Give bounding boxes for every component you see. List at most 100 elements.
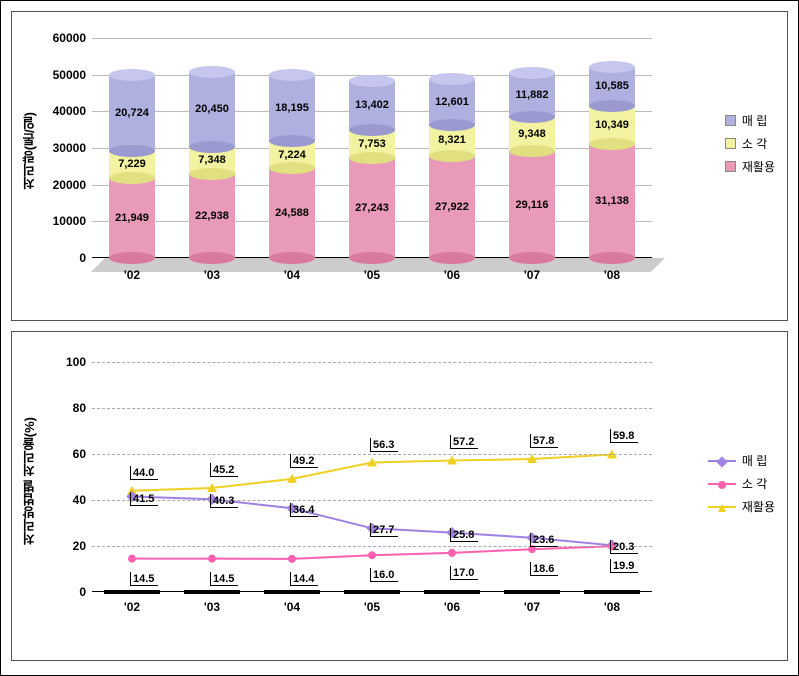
bar-value-label: 20,724 bbox=[104, 107, 160, 119]
line-x-category: '05 bbox=[352, 600, 392, 614]
bar-y-tick: 30000 bbox=[36, 141, 86, 155]
bar-x-category: '03 bbox=[192, 268, 232, 282]
line-legend-item-recycle: 재활용 bbox=[708, 498, 775, 515]
line-x-tickbar bbox=[504, 590, 560, 594]
bar-value-label: 11,882 bbox=[504, 89, 560, 101]
line-y-tick: 100 bbox=[46, 355, 86, 369]
bar-value-label: 10,349 bbox=[584, 119, 640, 131]
line-gridline bbox=[92, 500, 652, 501]
bar-value-label: 13,402 bbox=[344, 99, 400, 111]
bar-segment-bottom bbox=[589, 100, 635, 112]
line-marker-incin bbox=[368, 551, 376, 559]
line-x-tickbar bbox=[264, 590, 320, 594]
bar-segment-bottom bbox=[109, 145, 155, 157]
bar-segment-bottom bbox=[589, 138, 635, 150]
line-value-label: 41.5 bbox=[130, 493, 158, 505]
bar-top-cap bbox=[589, 61, 635, 73]
legend-label: 재활용 bbox=[742, 158, 775, 175]
bar-value-label: 7,229 bbox=[104, 158, 160, 170]
bar-value-label: 7,224 bbox=[264, 149, 320, 161]
bar-x-category: '08 bbox=[592, 268, 632, 282]
line-gridline bbox=[92, 546, 652, 547]
bar-x-category: '07 bbox=[512, 268, 552, 282]
bar-chart-panel: 처리량(톤/일) 0100002000030000400005000060000… bbox=[11, 11, 788, 321]
bar-segment-bottom bbox=[109, 252, 155, 264]
bar-segment-bottom bbox=[429, 150, 475, 162]
line-value-label: 57.8 bbox=[530, 435, 558, 447]
bar-x-category: '05 bbox=[352, 268, 392, 282]
bar-value-label: 31,138 bbox=[584, 195, 640, 207]
legend-line-swatch bbox=[708, 483, 736, 485]
bar-y-tick: 0 bbox=[36, 251, 86, 265]
line-value-label: 45.2 bbox=[210, 464, 238, 476]
line-legend-item-incin: 소 각 bbox=[708, 475, 775, 492]
line-y-tick: 0 bbox=[46, 585, 86, 599]
legend-line-swatch bbox=[708, 460, 736, 462]
legend-swatch bbox=[725, 138, 736, 149]
line-value-label: 17.0 bbox=[450, 567, 478, 579]
line-legend-item-landfill: 매 립 bbox=[708, 452, 775, 469]
bar-y-tick: 40000 bbox=[36, 104, 86, 118]
line-legend: 매 립소 각재활용 bbox=[708, 452, 775, 521]
bar-segment-bottom bbox=[269, 252, 315, 264]
line-marker-incin bbox=[288, 555, 296, 563]
legend-swatch bbox=[725, 115, 736, 126]
bar-top-cap bbox=[269, 69, 315, 81]
line-gridline bbox=[92, 454, 652, 455]
bar-top-cap bbox=[429, 73, 475, 85]
line-value-label: 36.4 bbox=[290, 504, 318, 516]
legend-label: 재활용 bbox=[742, 498, 775, 515]
bar-value-label: 12,601 bbox=[424, 96, 480, 108]
line-value-label: 25.8 bbox=[450, 529, 478, 541]
line-plot-area: 020406080100'02'03'04'05'06'07'0844.045.… bbox=[92, 352, 652, 612]
bar-segment-bottom bbox=[269, 162, 315, 174]
bar-value-label: 27,243 bbox=[344, 202, 400, 214]
bar-value-label: 27,922 bbox=[424, 201, 480, 213]
legend-swatch bbox=[725, 161, 736, 172]
bar-top-cap bbox=[349, 75, 395, 87]
line-value-label: 44.0 bbox=[130, 467, 158, 479]
line-value-label: 19.9 bbox=[610, 560, 638, 572]
bar-segment-bottom bbox=[349, 124, 395, 136]
line-y-tick: 40 bbox=[46, 493, 86, 507]
line-value-label: 56.3 bbox=[370, 439, 398, 451]
bar-segment-bottom bbox=[189, 141, 235, 153]
line-x-category: '04 bbox=[272, 600, 312, 614]
line-chart-panel: 처리방법별 처리율(%) 020406080100'02'03'04'05'06… bbox=[11, 331, 788, 661]
line-x-category: '07 bbox=[512, 600, 552, 614]
bar-value-label: 7,348 bbox=[184, 154, 240, 166]
bar-value-label: 21,949 bbox=[104, 212, 160, 224]
bar-x-category: '06 bbox=[432, 268, 472, 282]
bar-legend-item-recycle: 재활용 bbox=[725, 158, 775, 175]
bar-segment-bottom bbox=[189, 168, 235, 180]
bar-segment-bottom bbox=[429, 252, 475, 264]
line-x-category: '02 bbox=[112, 600, 152, 614]
bar-x-category: '04 bbox=[272, 268, 312, 282]
legend-label: 매 립 bbox=[742, 112, 767, 129]
bar-top-cap bbox=[189, 66, 235, 78]
line-value-label: 59.8 bbox=[610, 430, 638, 442]
legend-marker-icon bbox=[718, 481, 726, 489]
bar-value-label: 24,588 bbox=[264, 207, 320, 219]
line-x-category: '08 bbox=[592, 600, 632, 614]
bar-y-tick: 50000 bbox=[36, 68, 86, 82]
line-y-tick: 60 bbox=[46, 447, 86, 461]
line-gridline bbox=[92, 362, 652, 363]
line-x-tickbar bbox=[584, 590, 640, 594]
bar-value-label: 7,753 bbox=[344, 138, 400, 150]
legend-label: 소 각 bbox=[742, 135, 767, 152]
line-x-category: '06 bbox=[432, 600, 472, 614]
bar-top-cap bbox=[109, 69, 155, 81]
line-x-tickbar bbox=[424, 590, 480, 594]
bar-value-label: 22,938 bbox=[184, 210, 240, 222]
bar-x-category: '02 bbox=[112, 268, 152, 282]
line-value-label: 27.7 bbox=[370, 524, 398, 536]
bar-segment-bottom bbox=[349, 252, 395, 264]
bar-segment-bottom bbox=[509, 111, 555, 123]
line-value-label: 49.2 bbox=[290, 455, 318, 467]
legend-marker-icon bbox=[716, 456, 727, 467]
line-y-axis-label: 처리방법별 처리율(%) bbox=[20, 417, 39, 545]
legend-line-swatch bbox=[708, 506, 736, 508]
bar-gridline bbox=[92, 38, 652, 39]
line-value-label: 16.0 bbox=[370, 569, 398, 581]
